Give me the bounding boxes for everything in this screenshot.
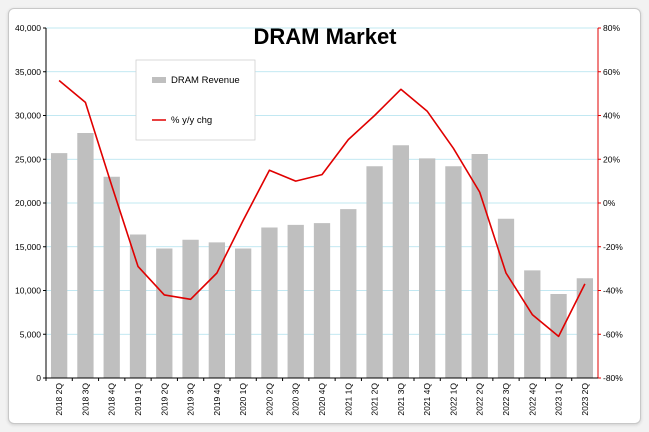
bar-2020-3Q <box>287 224 304 378</box>
x-tick-label: 2018 3Q <box>80 383 90 416</box>
x-tick-label: 2023 2Q <box>580 383 590 416</box>
x-tick-label: 2023 1Q <box>554 383 564 416</box>
x-tick-label: 2022 3Q <box>501 383 511 416</box>
left-axis-ticks: 0 5,000 10,000 15,000 20,000 25,000 30,000 35,0… <box>15 23 46 383</box>
x-tick-label: 2021 1Q <box>343 383 353 416</box>
legend-label-revenue: DRAM Revenue <box>171 75 240 86</box>
x-tick-label: 2022 4Q <box>527 383 537 416</box>
bar-2021-1Q <box>340 209 357 378</box>
bar-2022-1Q <box>445 166 462 378</box>
right-tick-label: -40% <box>603 286 623 296</box>
x-tick-label: 2021 3Q <box>396 383 406 416</box>
bar-2021-2Q <box>366 166 383 378</box>
bar-2023-2Q <box>576 278 594 378</box>
x-tick-label: 2020 4Q <box>317 383 327 416</box>
bar-2022-3Q <box>497 218 515 378</box>
left-tick-label: 5,000 <box>20 329 42 339</box>
right-tick-label: -20% <box>603 242 623 252</box>
right-tick-label: 20% <box>603 154 620 164</box>
x-tick-label: 2018 4Q <box>107 383 117 416</box>
x-tick-label: 2019 2Q <box>159 383 169 416</box>
left-tick-label: 0 <box>36 373 41 383</box>
left-tick-label: 20,000 <box>15 198 41 208</box>
yoy-line <box>58 79 586 338</box>
bar-2021-4Q <box>418 158 436 378</box>
left-tick-label: 30,000 <box>15 111 41 121</box>
x-tick-label: 2018 2Q <box>54 383 64 416</box>
bar-2019-2Q <box>156 248 173 378</box>
x-tick-label: 2020 2Q <box>264 383 274 416</box>
bar-2020-1Q <box>234 248 252 378</box>
bar-2018-4Q <box>103 176 120 378</box>
right-tick-label: 80% <box>603 23 620 33</box>
x-tick-label: 2019 3Q <box>186 383 196 416</box>
x-axis-ticks: 2018 2Q 2018 3Q 2018 4Q 2019 1Q 2019 2Q 2019 … <box>45 378 590 416</box>
legend-box <box>135 59 256 141</box>
x-tick-label: 2019 4Q <box>212 383 222 416</box>
left-tick-label: 15,000 <box>15 242 41 252</box>
left-tick-label: 40,000 <box>15 23 41 33</box>
x-tick-label: 2021 4Q <box>422 383 432 416</box>
bar-2019-1Q <box>129 234 147 378</box>
right-tick-label: -80% <box>603 373 623 383</box>
bar-2021-3Q <box>392 145 410 378</box>
bar-2018-2Q <box>50 153 68 378</box>
x-tick-label: 2022 2Q <box>475 383 485 416</box>
legend-label-yoy: % y/y chg <box>171 115 212 126</box>
bar-2020-4Q <box>313 223 331 378</box>
right-tick-label: 0% <box>603 198 616 208</box>
chart-title: DRAM Market <box>253 24 397 49</box>
legend: DRAM Revenue % y/y chg <box>135 59 256 141</box>
right-tick-label: 40% <box>603 111 620 121</box>
x-tick-label: 2021 2Q <box>370 383 380 416</box>
bar-2022-2Q <box>471 154 488 378</box>
yoy-change-line <box>58 79 586 338</box>
legend-swatch-bar <box>152 77 166 83</box>
bar-2018-3Q <box>77 133 94 378</box>
x-tick-label: 2020 1Q <box>238 383 248 416</box>
right-tick-label: 60% <box>603 67 620 77</box>
x-tick-label: 2019 1Q <box>133 383 143 416</box>
right-tick-label: -60% <box>603 329 623 339</box>
left-tick-label: 10,000 <box>15 286 41 296</box>
bar-2022-4Q <box>524 270 541 378</box>
right-axis-ticks: -80% -60% -40% -20% 0% 20% 40% 60% 80% <box>598 23 623 383</box>
bar-2019-3Q <box>182 239 199 378</box>
bar-2020-2Q <box>261 227 278 378</box>
left-tick-label: 25,000 <box>15 154 41 164</box>
left-tick-label: 35,000 <box>15 67 41 77</box>
x-tick-label: 2020 3Q <box>291 383 301 416</box>
revenue-bars <box>50 133 594 378</box>
x-tick-label: 2022 1Q <box>448 383 458 416</box>
